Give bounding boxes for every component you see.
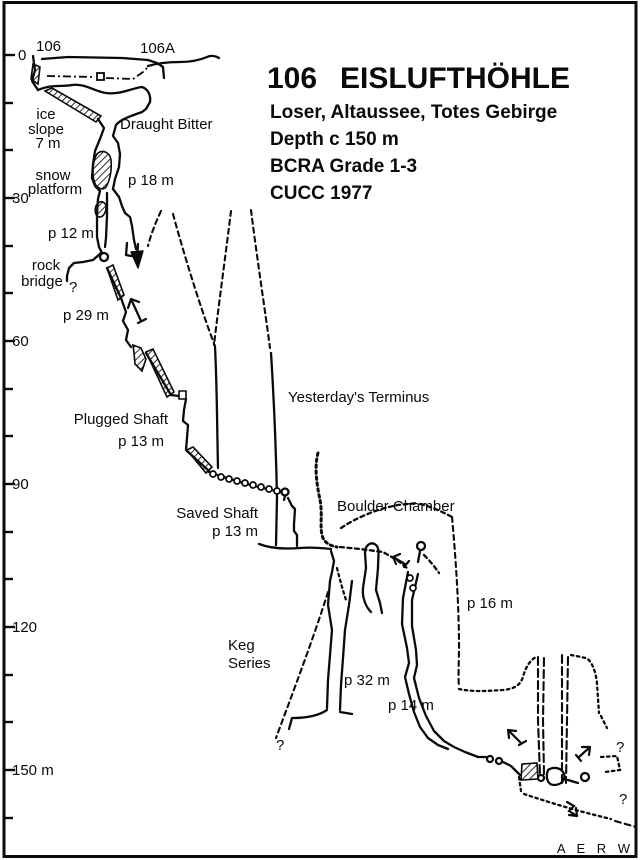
p14-label: p 14 m bbox=[388, 697, 434, 714]
arrow-boulder-chamber bbox=[391, 552, 411, 569]
saved-shaft-label-1: Saved Shaft bbox=[176, 505, 259, 522]
depth-scale-ticks bbox=[4, 53, 15, 820]
entrance-106-label: 106 bbox=[36, 38, 61, 55]
draught-bitter-label: Draught Bitter bbox=[120, 116, 213, 133]
ice-slope-hatch bbox=[43, 87, 103, 124]
snow-platform-hatch bbox=[92, 150, 113, 190]
question-mark-keg: ? bbox=[276, 737, 284, 754]
club-and-year: CUCC 1977 bbox=[270, 183, 372, 204]
ice-slope-label-1: ice bbox=[36, 106, 55, 123]
depth-scale-labels: 0 30 60 90 120 150 m bbox=[12, 47, 54, 779]
arrow-zigzag-down bbox=[565, 800, 579, 818]
p16-shaft-dashed bbox=[450, 515, 461, 689]
surveyor-initials: A E R W bbox=[557, 841, 634, 856]
question-mark-right-lower: ? bbox=[619, 791, 627, 808]
question-mark-right-upper: ? bbox=[616, 739, 624, 756]
rock-bridge-label-1: rock bbox=[32, 257, 61, 274]
depth-label-150: 150 m bbox=[12, 762, 54, 779]
cave-walls-dotted bbox=[314, 451, 622, 821]
depth-label-120: 120 bbox=[12, 619, 37, 636]
plugged-slope-hatch bbox=[144, 347, 176, 399]
ice-slope-label-3: 7 m bbox=[35, 135, 60, 152]
question-mark-rock-bridge: ? bbox=[69, 279, 77, 296]
crawl-survey-marker bbox=[96, 72, 105, 81]
draught-arrows bbox=[126, 297, 592, 818]
rock-flake-hatch bbox=[132, 343, 147, 373]
cave-name: EISLUFTHÖHLE bbox=[340, 62, 570, 95]
plugged-shaft-label-1: Plugged Shaft bbox=[74, 411, 169, 428]
rock-bridge-label-2: bridge bbox=[21, 273, 63, 290]
p12-label: p 12 m bbox=[48, 225, 94, 242]
plugged-shaft-label-2: p 13 m bbox=[118, 433, 164, 450]
passage-labels: 106 106A ice slope 7 m Draught Bitter sn… bbox=[21, 38, 627, 808]
cave-depth: Depth c 150 m bbox=[270, 129, 399, 150]
title-block: 106 EISLUFTHÖHLE Loser, Altaussee, Totes… bbox=[267, 62, 570, 204]
p18-label: p 18 m bbox=[128, 172, 174, 189]
p29-label: p 29 m bbox=[63, 307, 109, 324]
cave-number: 106 bbox=[267, 62, 317, 95]
depth-label-0: 0 bbox=[18, 47, 26, 64]
arrow-bottom-right bbox=[574, 745, 592, 763]
depth-label-60: 60 bbox=[12, 333, 29, 350]
depth-label-90: 90 bbox=[12, 476, 29, 493]
snow-platform-label-1: snow bbox=[35, 167, 70, 184]
p32-label: p 32 m bbox=[344, 672, 390, 689]
boulder-chamber-label: Boulder Chamber bbox=[337, 498, 455, 515]
keg-series-lead bbox=[274, 590, 330, 740]
cave-location: Loser, Altaussee, Totes Gebirge bbox=[270, 102, 557, 123]
saved-shaft-label-2: p 13 m bbox=[212, 523, 258, 540]
p29-slope-hatch bbox=[106, 263, 125, 302]
snow-platform-label-2: platform bbox=[28, 181, 82, 198]
cave-walls-dashed bbox=[146, 208, 638, 829]
survey-grade: BCRA Grade 1-3 bbox=[270, 156, 417, 177]
cave-walls-solid bbox=[30, 54, 591, 787]
arrow-bottom-left bbox=[506, 728, 528, 747]
keg-series-label-2: Series bbox=[228, 655, 271, 672]
p16-label: p 16 m bbox=[467, 595, 513, 612]
ice-slope-label-2: slope bbox=[28, 121, 64, 138]
boulder-block-hatch bbox=[520, 762, 539, 781]
arrow-up-p29 bbox=[126, 297, 148, 325]
depth-label-30: 30 bbox=[12, 190, 29, 207]
yesterdays-terminus-label: Yesterday's Terminus bbox=[288, 389, 429, 406]
keg-series-label-1: Keg bbox=[228, 637, 255, 654]
floor-cobbles bbox=[209, 470, 417, 592]
entrance-106a-label: 106A bbox=[140, 40, 175, 57]
entrance-crawl-dashdot bbox=[46, 66, 149, 80]
